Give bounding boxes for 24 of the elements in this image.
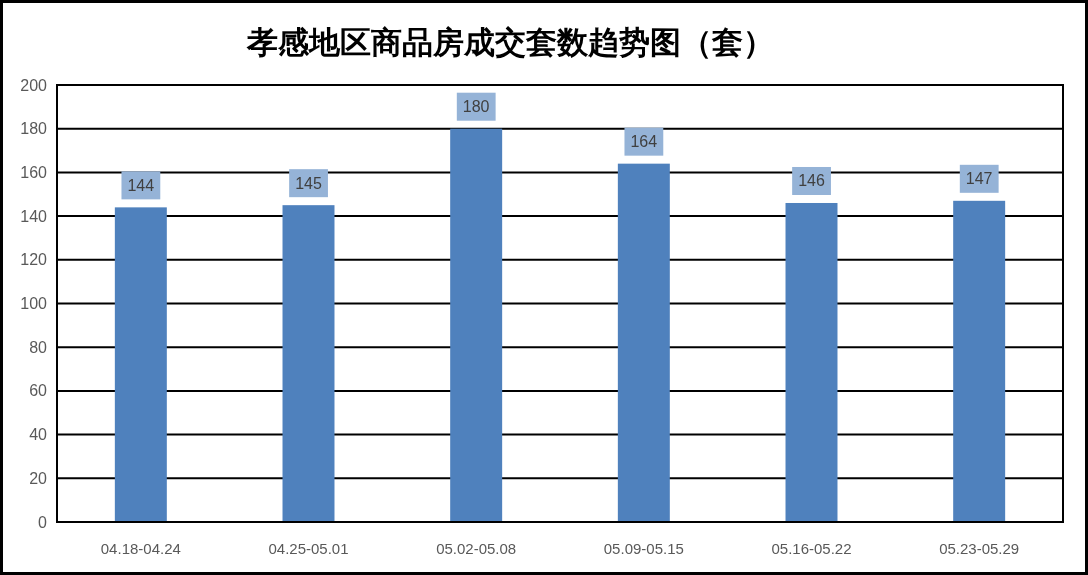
y-tick-label: 20 [29, 469, 47, 487]
x-tick-label: 04.25-05.01 [268, 539, 349, 557]
y-tick-label: 200 [20, 76, 47, 94]
data-label: 147 [965, 170, 993, 188]
y-tick-label: 100 [20, 295, 47, 312]
title: 孝感地区商品房成交套数趋势图（套） [246, 24, 774, 60]
x-tick-label: 04.18-04.24 [100, 539, 181, 557]
y-tick-label: 180 [20, 120, 47, 138]
data-label: 146 [798, 172, 825, 190]
y-tick-label: 80 [29, 338, 47, 356]
data-label: 180 [462, 98, 490, 116]
data-label: 144 [127, 176, 155, 194]
y-tick-label: 40 [29, 426, 47, 444]
x-tick-label: 05.02-05.08 [436, 539, 517, 557]
x-tick-label: 05.16-05.22 [771, 539, 852, 557]
y-tick-label: 160 [20, 163, 47, 181]
x-tick-label: 05.09-05.15 [603, 539, 684, 557]
data-label: 145 [295, 174, 322, 192]
y-tick-label: 140 [20, 207, 47, 225]
data-label: 164 [630, 133, 658, 151]
y-tick-label: 60 [29, 382, 47, 400]
y-tick-label: 120 [20, 251, 47, 269]
y-tick-label: 0 [38, 513, 47, 531]
x-tick-label: 05.23-05.29 [939, 539, 1020, 557]
